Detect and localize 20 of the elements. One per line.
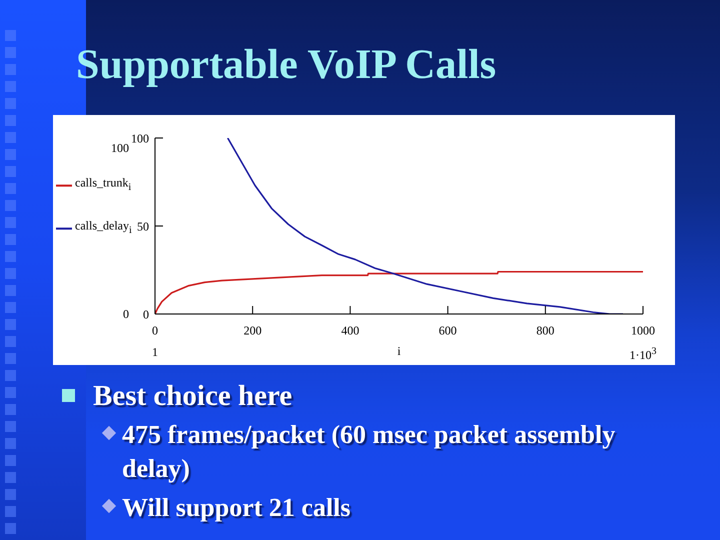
text: 100 xyxy=(111,140,129,156)
x-axis-title: i xyxy=(397,344,402,358)
x-tick-label: 800 xyxy=(536,324,554,338)
text: Best choice here xyxy=(93,379,294,413)
line-series xyxy=(226,138,624,314)
x-tick-label: 400 xyxy=(341,324,360,338)
y-tick-label: 100 xyxy=(131,131,149,146)
text: 475 frames/packet (60 msec packet assembly delay) xyxy=(122,419,616,485)
y-tick-label: 50 xyxy=(137,219,149,234)
legend-label: calls_trunk$_{i}$ xyxy=(75,174,132,195)
x-tick-label: 0 xyxy=(152,324,158,338)
text: 1·10$^{3}$ xyxy=(630,345,656,363)
text: Will support 21 calls xyxy=(122,492,352,524)
x-tick-label: 600 xyxy=(438,324,457,338)
y-tick-label: 0 xyxy=(143,307,149,322)
legend-label: calls_delay$_{i}$ xyxy=(75,218,132,238)
x-tick-label: 200 xyxy=(244,324,262,338)
text: 1 xyxy=(152,344,158,360)
x-tick-label: 1000 xyxy=(631,324,655,338)
text: 0 xyxy=(123,306,129,322)
